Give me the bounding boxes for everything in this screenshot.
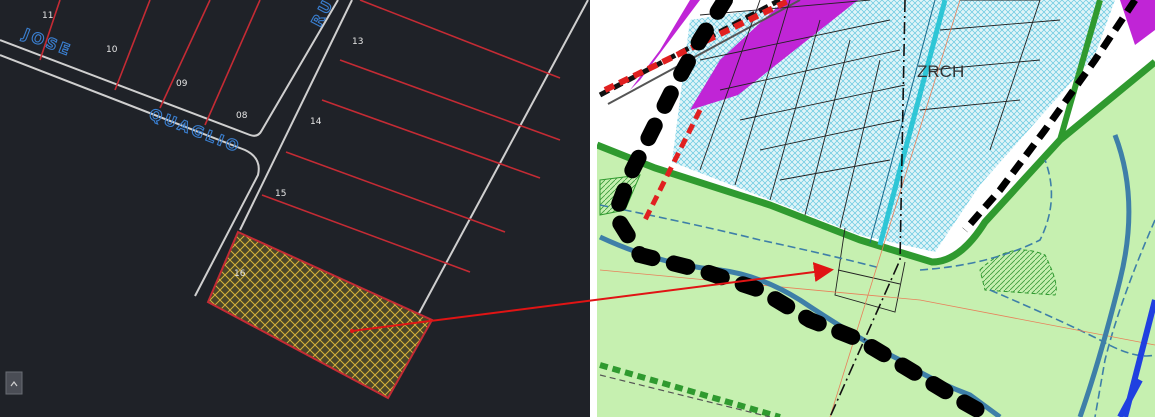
- lot-line: [159, 0, 211, 109]
- highlighted-lot-hatch: [206, 230, 434, 400]
- river-east: [1077, 134, 1132, 417]
- street-edge-right-a: [239, 0, 353, 231]
- dashed-blue-line: [1094, 219, 1155, 417]
- cad-drawing-panel: JOSE QUAGLIO RU 11 10 09 08 13 14 15 16: [0, 0, 590, 417]
- green-zone-border: [597, 59, 1155, 266]
- lot-line: [204, 0, 261, 126]
- road-stripe: [598, 0, 782, 98]
- panel-divider: [590, 0, 597, 417]
- cad-lot-lines: [39, 0, 561, 273]
- lot-number-15: 15: [275, 189, 286, 199]
- cad-street-edges: [0, 0, 589, 331]
- lot-line: [114, 0, 151, 91]
- zone-label-zrch: ZRCH: [917, 62, 964, 81]
- lot-number-16: 16: [234, 269, 246, 279]
- lot-number-13: 13: [352, 37, 363, 47]
- lot-number-14: 14: [310, 117, 322, 127]
- lot-number-08: 08: [236, 111, 248, 121]
- dashed-blue-line: [599, 204, 881, 269]
- street-edge-right-b: [409, 0, 589, 331]
- arrow-icon: [351, 262, 834, 332]
- lot-number-11: 11: [42, 11, 53, 21]
- green-hatch-patch: [979, 249, 1057, 296]
- red-dashed-boundary-2: [642, 108, 703, 222]
- street-edge-lower: [0, 54, 260, 297]
- blue-line-2: [1122, 299, 1155, 417]
- connector-arrow: [350, 262, 834, 333]
- heavy-dashed-boundary-2: [962, 0, 1138, 233]
- lot-number-09: 09: [176, 79, 188, 89]
- zoning-map-panel: ZRCH: [597, 0, 1155, 417]
- dashed-blue-line: [919, 159, 1053, 271]
- cad-background: [0, 0, 590, 417]
- toolbar-toggle-icon: [10, 381, 18, 387]
- lot-line: [261, 194, 471, 273]
- green-dashed-boundary: [599, 362, 781, 417]
- lot-line: [339, 59, 561, 141]
- lot-line: [285, 151, 506, 233]
- thin-orange-line: [829, 0, 961, 417]
- green-zone-border-2: [1057, 0, 1103, 141]
- street-edge-upper: [0, 0, 339, 137]
- lot-grid: [699, 0, 1061, 313]
- green-dashed-boundary-edge: [599, 374, 771, 417]
- lot-line: [39, 0, 61, 61]
- lot-line: [359, 0, 561, 79]
- lot-line: [321, 99, 541, 179]
- cyan-road: [877, 0, 948, 246]
- green-zone: [597, 60, 1155, 417]
- cad-corner-button[interactable]: [5, 371, 23, 395]
- dash-dot-centerline: [829, 0, 906, 417]
- lot-number-10: 10: [106, 45, 118, 55]
- heavy-dashed-boundary: [606, 0, 998, 417]
- road-stripe: [607, 0, 801, 105]
